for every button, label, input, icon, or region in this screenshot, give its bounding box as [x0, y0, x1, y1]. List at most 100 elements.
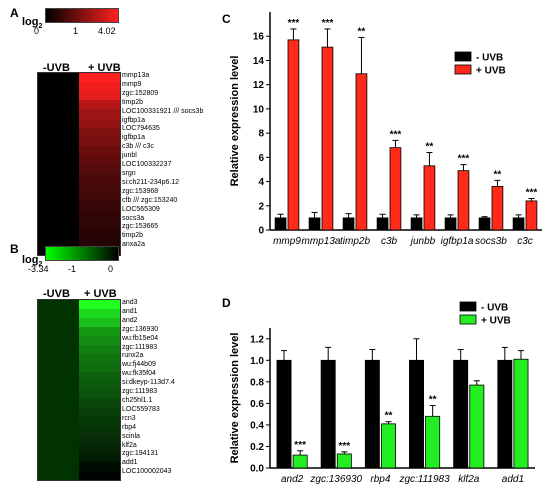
- bar-minus-uvb: [376, 217, 389, 231]
- gene-label: zgc:136930: [122, 325, 159, 333]
- significance-marker: ***: [288, 18, 300, 29]
- heatmap-cell: [79, 82, 120, 92]
- heatmap-cell: [79, 372, 120, 382]
- panel-a-scale-mid: 1: [73, 26, 79, 36]
- gene-label: klf2a: [122, 441, 137, 449]
- panel-b-colorbar: [45, 246, 119, 261]
- heatmap-cell: [38, 462, 79, 472]
- heatmap-cell: [79, 417, 120, 427]
- panel-b-heatmap: [37, 299, 121, 481]
- y-tick-label: 4: [258, 177, 264, 188]
- panel-b-scale-title: log2: [22, 254, 43, 269]
- bar-plus-uvb: [513, 358, 529, 469]
- heatmap-cell: [79, 127, 120, 138]
- heatmap-cell: [38, 318, 79, 328]
- gene-label: rcn3: [122, 414, 136, 422]
- heatmap-cell: [38, 345, 79, 355]
- gene-label: mmp9: [122, 80, 142, 88]
- category-label: c3c: [517, 236, 533, 247]
- heatmap-cell: [38, 109, 79, 120]
- heatmap-cell: [79, 300, 120, 310]
- bar-plus-uvb: [336, 453, 352, 469]
- significance-marker: **: [426, 141, 434, 152]
- legend-swatch: [459, 301, 477, 312]
- gene-label: LOC794635: [122, 125, 160, 133]
- heatmap-cell: [79, 408, 120, 418]
- bar-minus-uvb: [364, 359, 380, 469]
- heatmap-cell: [79, 118, 120, 129]
- heatmap-cell: [79, 471, 120, 480]
- significance-marker: **: [494, 169, 502, 180]
- gene-label: ch25hl1.1: [122, 396, 153, 404]
- gene-label: igfbp1a: [122, 116, 145, 124]
- heatmap-cell: [79, 209, 120, 220]
- gene-label: si:ch211-234p6.12: [122, 178, 180, 186]
- heatmap-cell: [38, 381, 79, 391]
- bar-minus-uvb: [410, 217, 423, 231]
- gene-label: wu:fb15e04: [122, 334, 159, 342]
- heatmap-cell: [38, 435, 79, 445]
- heatmap-cell: [38, 471, 79, 480]
- heatmap-cell: [38, 417, 79, 427]
- heatmap-cell: [38, 453, 79, 463]
- gene-label: srgn: [122, 169, 136, 177]
- gene-label: and3: [122, 299, 138, 306]
- gene-label: LOC100332237: [122, 161, 172, 169]
- bar-minus-uvb: [453, 359, 469, 469]
- bar-minus-uvb: [320, 359, 336, 469]
- y-tick-label: 0.4: [250, 420, 264, 431]
- heatmap-cell: [38, 127, 79, 138]
- bar-minus-uvb: [444, 217, 457, 231]
- heatmap-cell: [79, 354, 120, 364]
- panel-b-scale-mid: -1: [68, 264, 77, 274]
- heatmap-cell: [38, 309, 79, 319]
- panel-a-scale-title: log2: [22, 16, 43, 31]
- category-label: and2: [281, 474, 304, 485]
- significance-marker: ***: [390, 129, 402, 140]
- heatmap-cell: [79, 399, 120, 409]
- heatmap-cell: [79, 182, 120, 192]
- gene-label: scinla: [122, 432, 140, 440]
- category-label: timp2b: [340, 236, 370, 247]
- heatmap-cell: [38, 209, 79, 220]
- y-tick-label: 0.6: [250, 399, 264, 410]
- heatmap-cell: [79, 453, 120, 463]
- bar-plus-uvb: [491, 185, 504, 231]
- gene-label: timp2b: [122, 98, 144, 106]
- gene-label: igfbp1a: [122, 134, 145, 142]
- heatmap-cell: [79, 390, 120, 400]
- gene-label: LOC100002043: [122, 468, 172, 476]
- heatmap-cell: [79, 73, 120, 83]
- gene-label: wu:fk35f04: [122, 370, 156, 378]
- heatmap-cell: [79, 444, 120, 454]
- category-label: mmp9: [273, 236, 301, 247]
- panel-a-label: A: [10, 6, 19, 20]
- heatmap-cell: [79, 318, 120, 328]
- gene-label: c3b /// c3c: [122, 143, 154, 151]
- heatmap-cell: [79, 164, 120, 174]
- heatmap-cell: [79, 227, 120, 238]
- heatmap-cell: [38, 82, 79, 92]
- significance-marker: ***: [338, 441, 350, 452]
- bar-plus-uvb: [381, 423, 396, 469]
- gene-label: junbl: [122, 152, 137, 160]
- panel-b-cond-minus: -UVB: [43, 288, 70, 300]
- category-label: c3b: [381, 236, 398, 247]
- panel-b-gene-list: and3 and1 and2 zgc:136930 wu:fb15e04 zgc:1119…: [122, 299, 202, 477]
- gene-label: and2: [122, 316, 138, 324]
- heatmap-cell: [38, 372, 79, 382]
- gene-label: zgc:153968: [122, 187, 159, 195]
- heatmap-cell: [79, 462, 120, 472]
- legend-label: + UVB: [481, 316, 511, 327]
- category-label: zgc:136930: [309, 474, 362, 485]
- category-label: junbb: [409, 236, 436, 247]
- y-tick-label: 10: [253, 104, 265, 115]
- gene-label: wu:fj44b09: [122, 361, 156, 369]
- heatmap-cell: [38, 300, 79, 310]
- heatmap-cell: [79, 91, 120, 101]
- panel-c-label: C: [222, 12, 231, 26]
- bar-plus-uvb: [425, 415, 441, 469]
- y-tick-label: 0.2: [250, 442, 264, 453]
- legend-swatch: [459, 314, 477, 325]
- bar-minus-uvb: [308, 217, 321, 231]
